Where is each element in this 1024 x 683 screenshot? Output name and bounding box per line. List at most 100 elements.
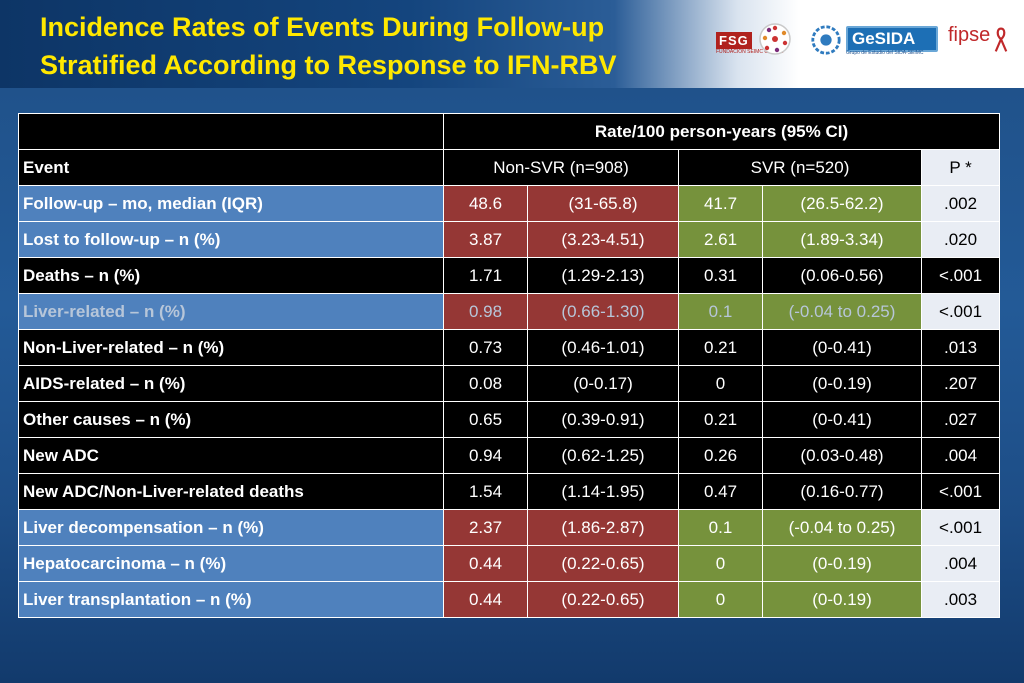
table-row: Deaths – n (%) 1.71 (1.29-2.13) 0.31 (0.… <box>18 257 1001 294</box>
event-cell: Liver transplantation – n (%) <box>18 581 444 618</box>
table-row: Hepatocarcinoma – n (%) 0.44 (0.22-0.65)… <box>18 545 1001 582</box>
table-row: Liver decompensation – n (%) 2.37 (1.86-… <box>18 509 1001 546</box>
svr-rate-cell: 2.61 <box>678 221 763 258</box>
event-cell: Other causes – n (%) <box>18 401 444 438</box>
event-cell: Lost to follow-up – n (%) <box>18 221 444 258</box>
table-row: Non-Liver-related – n (%) 0.73 (0.46-1.0… <box>18 329 1001 366</box>
svr-rate-cell: 0 <box>678 581 763 618</box>
p-column-header: P * <box>920 149 1001 186</box>
fsg-logo-text: FSG <box>716 32 752 49</box>
event-cell: Follow-up – mo, median (IQR) <box>18 185 444 222</box>
svr-rate-cell: 0.47 <box>678 473 763 510</box>
nonsvr-rate-cell: 3.87 <box>443 221 528 258</box>
table-row: Follow-up – mo, median (IQR) 48.6 (31-65… <box>18 185 1001 222</box>
nonsvr-ci-cell: (0.22-0.65) <box>527 581 679 618</box>
nonsvr-ci-cell: (0.22-0.65) <box>527 545 679 582</box>
event-cell: Hepatocarcinoma – n (%) <box>18 545 444 582</box>
nonsvr-ci-cell: (0.46-1.01) <box>527 329 679 366</box>
p-value-cell: .004 <box>920 545 1001 582</box>
svr-ci-cell: (0-0.19) <box>762 581 922 618</box>
table-row: New ADC/Non-Liver-related deaths 1.54 (1… <box>18 473 1001 510</box>
rate-group-header: Rate/100 person-years (95% CI) <box>442 113 1001 150</box>
svr-rate-cell: 0.26 <box>678 437 763 474</box>
svr-ci-cell: (0.16-0.77) <box>762 473 922 510</box>
svr-ci-cell: (0.06-0.56) <box>762 257 922 294</box>
nonsvr-ci-cell: (31-65.8) <box>527 185 679 222</box>
ribbon-icon <box>994 27 1008 52</box>
table-column-header-row: Event Non-SVR (n=908) SVR (n=520) P * <box>18 149 1001 186</box>
title-line-2: Stratified According to Response to IFN-… <box>40 50 617 80</box>
table-row: Liver transplantation – n (%) 0.44 (0.22… <box>18 581 1001 618</box>
svr-rate-cell: 0.31 <box>678 257 763 294</box>
nonsvr-column-header: Non-SVR (n=908) <box>443 149 679 186</box>
nonsvr-ci-cell: (1.14-1.95) <box>527 473 679 510</box>
incidence-rates-table: Rate/100 person-years (95% CI) Event Non… <box>18 113 1001 618</box>
fipse-logo: fipse <box>948 22 1008 62</box>
event-cell: Non-Liver-related – n (%) <box>18 329 444 366</box>
p-value-cell: <.001 <box>920 509 1001 546</box>
table-row: Lost to follow-up – n (%) 3.87 (3.23-4.5… <box>18 221 1001 258</box>
svr-ci-cell: (0-0.19) <box>762 545 922 582</box>
slide-title: Incidence Rates of Events During Follow-… <box>40 8 700 84</box>
svr-ci-cell: (0-0.41) <box>762 401 922 438</box>
nonsvr-ci-cell: (0.62-1.25) <box>527 437 679 474</box>
nonsvr-rate-cell: 0.44 <box>443 545 528 582</box>
nonsvr-rate-cell: 48.6 <box>443 185 528 222</box>
svr-ci-cell: (0-0.41) <box>762 329 922 366</box>
p-value-cell: .003 <box>920 581 1001 618</box>
svr-ci-cell: (-0.04 to 0.25) <box>762 293 922 330</box>
table-row: Liver-related – n (%) 0.98 (0.66-1.30) 0… <box>18 293 1001 330</box>
svr-column-header: SVR (n=520) <box>678 149 922 186</box>
gesida-emblem-icon <box>811 25 841 55</box>
nonsvr-rate-cell: 0.98 <box>443 293 528 330</box>
event-column-header: Event <box>18 149 444 186</box>
gesida-logo: GeSIDA Grupo de Estudio del SIDA-SEIMC <box>810 24 938 58</box>
nonsvr-rate-cell: 0.08 <box>443 365 528 402</box>
nonsvr-ci-cell: (1.86-2.87) <box>527 509 679 546</box>
title-line-1: Incidence Rates of Events During Follow-… <box>40 12 605 42</box>
table-row: Other causes – n (%) 0.65 (0.39-0.91) 0.… <box>18 401 1001 438</box>
p-value-cell: .207 <box>920 365 1001 402</box>
svr-ci-cell: (0-0.19) <box>762 365 922 402</box>
nonsvr-rate-cell: 0.73 <box>443 329 528 366</box>
svr-rate-cell: 0 <box>678 545 763 582</box>
event-cell: New ADC <box>18 437 444 474</box>
svr-ci-cell: (26.5-62.2) <box>762 185 922 222</box>
nonsvr-rate-cell: 2.37 <box>443 509 528 546</box>
nonsvr-ci-cell: (0-0.17) <box>527 365 679 402</box>
svr-ci-cell: (-0.04 to 0.25) <box>762 509 922 546</box>
svr-rate-cell: 0.21 <box>678 329 763 366</box>
nonsvr-rate-cell: 1.71 <box>443 257 528 294</box>
fsg-logo: FSG FUNDACIÓN SEIMC GESIDA <box>716 32 783 55</box>
nonsvr-rate-cell: 0.94 <box>443 437 528 474</box>
nonsvr-ci-cell: (1.29-2.13) <box>527 257 679 294</box>
seal-logo-icon <box>759 23 791 55</box>
gesida-logo-text: GeSIDA <box>846 26 938 52</box>
fipse-logo-text: fipse <box>948 24 991 46</box>
p-value-cell: <.001 <box>920 473 1001 510</box>
svr-ci-cell: (1.89-3.34) <box>762 221 922 258</box>
svr-rate-cell: 0.21 <box>678 401 763 438</box>
event-cell: AIDS-related – n (%) <box>18 365 444 402</box>
fsg-logo-subtext: FUNDACIÓN SEIMC GESIDA <box>716 49 784 55</box>
event-cell: New ADC/Non-Liver-related deaths <box>18 473 444 510</box>
event-cell: Liver decompensation – n (%) <box>18 509 444 546</box>
svr-rate-cell: 0.1 <box>678 509 763 546</box>
svr-rate-cell: 0 <box>678 365 763 402</box>
p-value-cell: .004 <box>920 437 1001 474</box>
table-row: New ADC 0.94 (0.62-1.25) 0.26 (0.03-0.48… <box>18 437 1001 474</box>
nonsvr-ci-cell: (0.66-1.30) <box>527 293 679 330</box>
nonsvr-rate-cell: 0.65 <box>443 401 528 438</box>
svr-rate-cell: 41.7 <box>678 185 763 222</box>
table-group-header-row: Rate/100 person-years (95% CI) <box>18 113 1001 150</box>
nonsvr-ci-cell: (0.39-0.91) <box>527 401 679 438</box>
event-cell: Deaths – n (%) <box>18 257 444 294</box>
p-value-cell: .027 <box>920 401 1001 438</box>
svr-ci-cell: (0.03-0.48) <box>762 437 922 474</box>
p-value-cell: .002 <box>920 185 1001 222</box>
event-cell: Liver-related – n (%) <box>18 293 444 330</box>
p-value-cell: .020 <box>920 221 1001 258</box>
table-row: AIDS-related – n (%) 0.08 (0-0.17) 0 (0-… <box>18 365 1001 402</box>
p-value-cell: .013 <box>920 329 1001 366</box>
logo-strip: FSG FUNDACIÓN SEIMC GESIDA GeSIDA Grupo … <box>710 12 1010 68</box>
